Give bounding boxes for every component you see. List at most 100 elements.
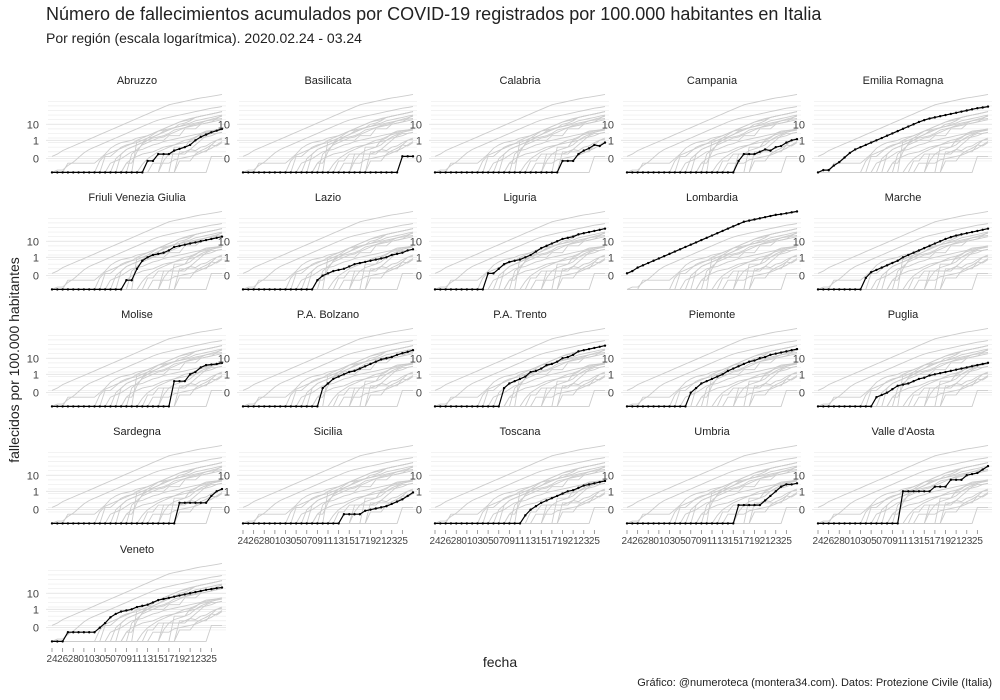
highlight-series-point (385, 505, 388, 508)
highlight-series-point (869, 271, 873, 274)
highlight-series-point (278, 405, 282, 408)
highlight-series-point (114, 522, 117, 525)
highlight-series-point (838, 522, 841, 525)
highlight-series-point (157, 152, 160, 156)
highlight-series-point (779, 485, 783, 488)
chart-caption: Gráfico: @numeroteca (montera34.com). Da… (637, 677, 992, 689)
highlight-series-point (513, 522, 516, 525)
background-series-line (435, 492, 606, 524)
y-tick-label: 1 (33, 486, 39, 498)
background-series-line (243, 114, 414, 173)
background-series-line (243, 469, 414, 524)
highlight-series-point (949, 112, 953, 116)
highlight-series-point (114, 612, 117, 616)
y-tick-label: 0 (33, 505, 39, 517)
highlight-series-point (103, 522, 107, 525)
highlight-series-point (103, 405, 107, 408)
highlight-series-point (869, 522, 873, 525)
highlight-series-point (178, 501, 181, 504)
highlight-series-point (647, 522, 650, 525)
highlight-series-point (98, 626, 102, 629)
x-tick-label: 13 (142, 654, 154, 665)
highlight-series-point (631, 269, 634, 273)
highlight-series-point (657, 171, 661, 174)
x-tick-label: 21 (568, 536, 580, 547)
y-tick-label: 0 (224, 154, 230, 166)
highlight-series-point (550, 171, 554, 174)
highlight-series-point (135, 267, 139, 270)
highlight-series-point (455, 405, 458, 408)
highlight-series-point (395, 252, 399, 256)
x-tick-label: 21 (760, 536, 772, 547)
y-tick-label: 1 (799, 252, 805, 264)
highlight-series-point (678, 171, 682, 174)
background-series-line (243, 465, 414, 524)
highlight-series-point (598, 228, 601, 231)
facet-strip-label: Friuli Venezia Giulia (88, 192, 186, 204)
background-series-line (435, 479, 606, 524)
highlight-series-point (316, 279, 319, 282)
highlight-series-point (273, 288, 277, 291)
background-series-line (818, 479, 989, 524)
highlight-series-point (374, 507, 378, 510)
highlight-series-point (98, 171, 102, 174)
highlight-series-point (694, 241, 698, 244)
highlight-series-point (785, 141, 788, 144)
background-series-line (52, 611, 223, 642)
y-tick-label: 10 (602, 470, 614, 482)
highlight-series-point (363, 171, 367, 174)
highlight-series-point (965, 474, 968, 477)
highlight-series-point (625, 171, 629, 174)
highlight-series-point (732, 367, 735, 370)
background-series-line (434, 223, 606, 290)
background-series-line (626, 93, 798, 157)
highlight-series-point (689, 391, 692, 394)
x-tick-label: 26 (440, 536, 452, 547)
highlight-series-point (795, 482, 799, 485)
highlight-series-point (316, 522, 319, 525)
highlight-series-point (310, 288, 314, 291)
background-series-line (243, 128, 414, 173)
highlight-series-point (726, 522, 730, 525)
highlight-series-point (960, 367, 963, 370)
background-series-line (818, 492, 989, 524)
background-series-line (243, 376, 414, 407)
background-series-line (818, 465, 989, 524)
highlight-series-point (167, 405, 171, 408)
highlight-series-point (252, 405, 255, 408)
background-series-line (435, 231, 606, 290)
background-series-line (817, 210, 989, 274)
highlight-series-point (795, 210, 799, 213)
background-series-line (243, 348, 414, 407)
highlight-series-point (486, 405, 490, 408)
highlight-series-point (135, 605, 139, 609)
background-series-line (52, 245, 223, 290)
highlight-series-point (178, 379, 181, 383)
highlight-series-point (917, 249, 921, 252)
background-series-line (818, 259, 989, 290)
highlight-series-point (593, 482, 596, 485)
highlight-series-point (332, 522, 335, 525)
highlight-series-point (284, 405, 287, 408)
highlight-series-point (439, 288, 442, 291)
background-series-line (435, 352, 606, 407)
highlight-series-point (72, 405, 75, 408)
highlight-series-point (747, 503, 751, 507)
highlight-series-point (470, 288, 474, 291)
highlight-series-point (678, 522, 682, 525)
background-series-line (627, 118, 798, 173)
background-series-line (627, 245, 798, 290)
highlight-series-point (374, 171, 378, 174)
background-series-line (818, 245, 989, 290)
background-series-line (627, 141, 798, 173)
highlight-series-point (769, 214, 772, 218)
highlight-series-point (103, 171, 107, 174)
highlight-series-point (103, 288, 107, 291)
y-tick-label: 10 (218, 353, 230, 365)
highlight-series-point (183, 243, 187, 246)
background-series-line (51, 457, 223, 524)
highlight-series-point (135, 522, 139, 525)
x-tick-label: 01 (78, 654, 90, 665)
highlight-series-point (497, 405, 500, 408)
highlight-series-point (891, 132, 894, 135)
